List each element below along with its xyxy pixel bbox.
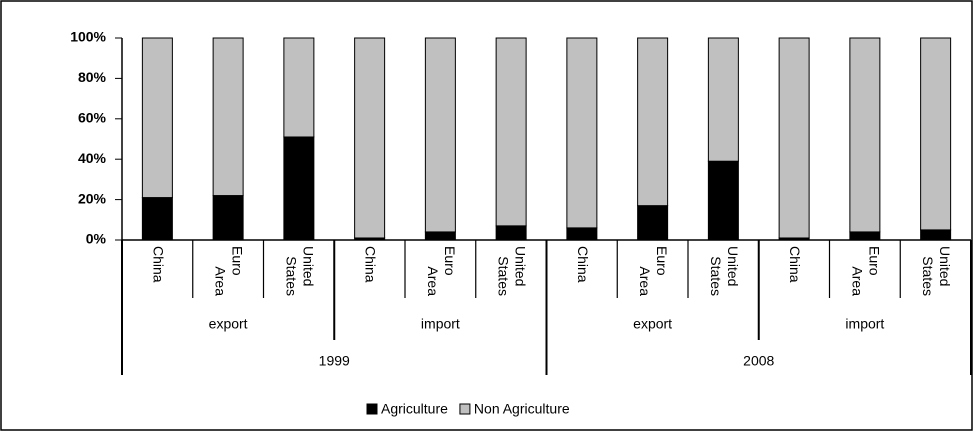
year-label: 1999 [319, 353, 350, 369]
bar-segment [283, 136, 315, 241]
bar-segment [424, 231, 456, 241]
bar-segment [778, 37, 810, 239]
legend-swatch [366, 403, 378, 415]
y-tick-label: 0% [86, 231, 107, 247]
x-tick-label: Euro Area [850, 246, 883, 296]
legend-label: Non Agriculture [474, 401, 570, 417]
bar-segment [141, 37, 173, 199]
bar-segment [354, 37, 386, 239]
x-tick-label: Euro Area [425, 246, 458, 296]
group-label: import [845, 316, 884, 332]
bar-segment [920, 37, 952, 231]
bar-segment [849, 231, 881, 241]
legend-swatch [459, 403, 471, 415]
x-tick-label: China [575, 246, 591, 283]
bar-segment [424, 37, 456, 233]
bar-segment [566, 37, 598, 229]
x-tick-label: Euro Area [637, 246, 670, 296]
bar-segment [141, 197, 173, 241]
group-label: export [633, 316, 672, 332]
x-tick-label: United States [284, 246, 317, 296]
year-label: 2008 [743, 353, 774, 369]
y-tick-label: 100% [70, 29, 106, 45]
x-tick-label: United States [496, 246, 529, 296]
x-tick-label: China [363, 246, 379, 283]
bar-segment [495, 37, 527, 227]
bar-segment [495, 225, 527, 241]
y-tick-label: 40% [78, 150, 107, 166]
bar-segment [849, 37, 881, 233]
bar-segment [637, 37, 669, 207]
x-tick-label: United States [920, 246, 953, 296]
bar-segment [637, 205, 669, 241]
legend-label: Agriculture [381, 401, 448, 417]
bar-segment [920, 229, 952, 241]
y-tick-label: 20% [78, 190, 107, 206]
bar-segment [212, 37, 244, 197]
group-label: import [421, 316, 460, 332]
x-tick-label: China [787, 246, 803, 283]
bar-segment [707, 160, 739, 241]
x-tick-label: China [151, 246, 167, 283]
bar-segment [566, 227, 598, 241]
y-tick-label: 80% [78, 69, 107, 85]
group-label: export [209, 316, 248, 332]
bar-segment [212, 195, 244, 241]
bar-segment [283, 37, 315, 138]
bar-segment [707, 37, 739, 162]
y-tick-label: 60% [78, 110, 107, 126]
x-tick-label: United States [708, 246, 741, 296]
x-tick-label: Euro Area [213, 246, 246, 296]
